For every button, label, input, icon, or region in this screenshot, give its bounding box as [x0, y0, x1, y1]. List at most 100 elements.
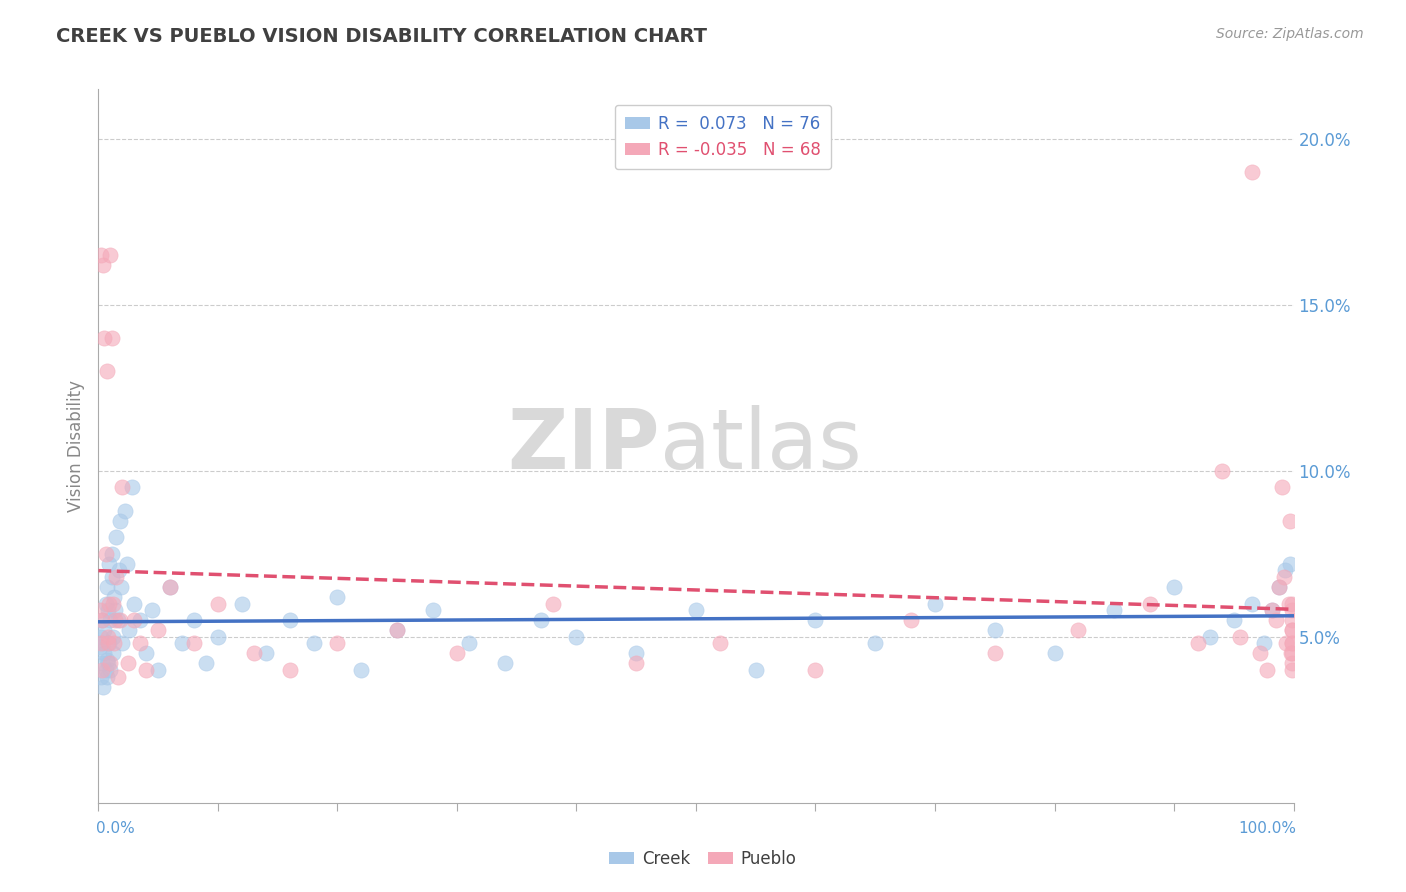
- Point: [1278, 514, 1301, 528]
- Point: [1256, 663, 1278, 677]
- Point: [121, 481, 143, 495]
- Point: [745, 663, 768, 677]
- Point: [100, 331, 122, 345]
- Point: [530, 613, 553, 627]
- Text: Source: ZipAtlas.com: Source: ZipAtlas.com: [1216, 27, 1364, 41]
- Point: [900, 613, 922, 627]
- Point: [1281, 624, 1303, 638]
- Point: [104, 603, 127, 617]
- Point: [96, 364, 118, 378]
- Point: [1187, 636, 1209, 650]
- Point: [1067, 624, 1090, 638]
- Point: [159, 580, 181, 594]
- Point: [89, 640, 111, 654]
- Point: [101, 630, 124, 644]
- Point: [114, 504, 136, 518]
- Point: [626, 657, 648, 671]
- Point: [326, 590, 349, 604]
- Point: [924, 597, 946, 611]
- Point: [97, 630, 120, 644]
- Point: [100, 547, 122, 561]
- Point: [101, 647, 124, 661]
- Point: [207, 597, 229, 611]
- Point: [1281, 636, 1303, 650]
- Point: [93, 331, 115, 345]
- Point: [1240, 597, 1263, 611]
- Point: [1272, 570, 1295, 584]
- Point: [1281, 663, 1303, 677]
- Point: [108, 613, 131, 627]
- Point: [278, 663, 301, 677]
- Point: [90, 636, 112, 650]
- Point: [98, 613, 122, 627]
- Point: [103, 636, 125, 650]
- Point: [108, 514, 131, 528]
- Point: [446, 647, 468, 661]
- Point: [984, 647, 1007, 661]
- Point: [91, 613, 114, 627]
- Point: [1139, 597, 1161, 611]
- Point: [94, 597, 117, 611]
- Point: [385, 624, 409, 638]
- Point: [494, 657, 516, 671]
- Point: [865, 636, 887, 650]
- Point: [93, 647, 115, 661]
- Point: [135, 647, 157, 661]
- Point: [1261, 603, 1284, 617]
- Point: [385, 624, 409, 638]
- Point: [1253, 636, 1275, 650]
- Point: [117, 657, 139, 671]
- Point: [91, 663, 114, 677]
- Text: 0.0%: 0.0%: [96, 821, 135, 836]
- Point: [107, 670, 129, 684]
- Point: [231, 597, 253, 611]
- Point: [350, 663, 373, 677]
- Point: [183, 636, 205, 650]
- Point: [90, 630, 112, 644]
- Point: [97, 636, 120, 650]
- Point: [1268, 580, 1291, 594]
- Point: [98, 248, 122, 262]
- Point: [254, 647, 277, 661]
- Point: [1163, 580, 1185, 594]
- Point: [118, 624, 141, 638]
- Point: [98, 597, 121, 611]
- Point: [1240, 165, 1263, 179]
- Point: [100, 570, 122, 584]
- Point: [804, 613, 827, 627]
- Point: [135, 663, 157, 677]
- Point: [685, 603, 707, 617]
- Point: [94, 547, 117, 561]
- Point: [107, 564, 129, 578]
- Point: [183, 613, 205, 627]
- Point: [91, 657, 114, 671]
- Point: [1104, 603, 1126, 617]
- Point: [1278, 597, 1301, 611]
- Point: [96, 670, 118, 684]
- Point: [1261, 603, 1284, 617]
- Point: [96, 580, 118, 594]
- Point: [1274, 564, 1296, 578]
- Point: [148, 624, 170, 638]
- Point: [98, 636, 121, 650]
- Point: [172, 636, 194, 650]
- Point: [91, 258, 114, 272]
- Point: [94, 663, 117, 677]
- Point: [141, 603, 163, 617]
- Point: [1249, 647, 1271, 661]
- Point: [104, 613, 127, 627]
- Point: [129, 613, 152, 627]
- Point: [91, 613, 114, 627]
- Point: [124, 613, 146, 627]
- Point: [1278, 557, 1301, 571]
- Point: [111, 636, 134, 650]
- Point: [97, 657, 120, 671]
- Point: [93, 624, 115, 638]
- Point: [1281, 603, 1303, 617]
- Point: [1223, 613, 1246, 627]
- Point: [626, 647, 648, 661]
- Point: [129, 636, 152, 650]
- Point: [1043, 647, 1066, 661]
- Point: [709, 636, 731, 650]
- Point: [1229, 630, 1251, 644]
